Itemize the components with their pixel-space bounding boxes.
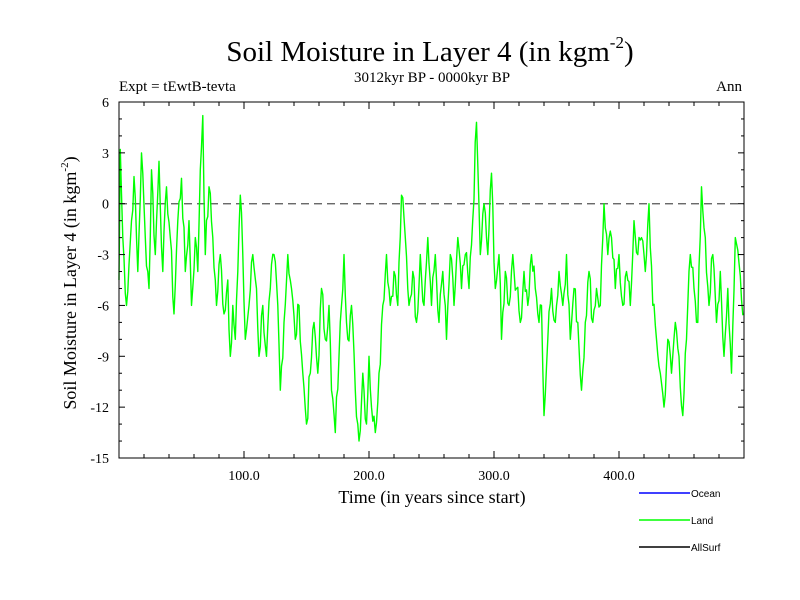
x-tick-label: 300.0: [478, 469, 510, 484]
plot-frame: [118, 101, 745, 459]
y-tick-label: 0: [102, 198, 109, 213]
chart-title-text: Soil Moisture in Layer 4 (in kgm: [226, 36, 610, 68]
chart-title-close: ): [624, 36, 634, 68]
y-axis-label-sup: -2: [59, 162, 71, 171]
chart-title-sup: -2: [610, 33, 624, 52]
expt-label: Expt = tEwtB-tevta: [119, 79, 236, 95]
ticks-group: [119, 101, 744, 459]
y-tick-label: -3: [97, 249, 109, 264]
legend-label-allsurf: AllSurf: [691, 543, 721, 554]
legend: Ocean Land AllSurf: [639, 489, 721, 554]
y-tick-label: 3: [102, 147, 109, 162]
y-tick-labels: 6 3 0 -3 -6 -9 -12 -15: [90, 96, 109, 467]
x-axis-label: Time (in years since start): [338, 487, 525, 508]
series-line-land: [118, 114, 745, 442]
y-axis-label-close: ): [60, 156, 81, 162]
y-tick-label: 6: [102, 96, 109, 111]
y-axis-label: Soil Moisture in Layer 4 (in kgm-2): [59, 156, 81, 409]
series-group: [118, 114, 745, 442]
chart-title: Soil Moisture in Layer 4 (in kgm-2): [226, 33, 633, 68]
y-tick-label: -6: [97, 299, 109, 314]
chart-subtitle: 3012kyr BP - 0000kyr BP: [354, 70, 510, 86]
y-axis-label-text: Soil Moisture in Layer 4 (in kgm: [60, 172, 81, 410]
legend-label-land: Land: [691, 516, 713, 527]
x-tick-label: 100.0: [228, 469, 260, 484]
x-tick-label: 200.0: [353, 469, 385, 484]
x-tick-labels: 100.0 200.0 300.0 400.0: [228, 469, 635, 484]
x-tick-label: 400.0: [603, 469, 635, 484]
legend-label-ocean: Ocean: [691, 489, 720, 500]
y-tick-label: -12: [90, 401, 109, 416]
y-tick-label: -15: [90, 452, 109, 467]
season-label: Ann: [716, 79, 742, 95]
y-tick-label: -9: [97, 350, 109, 365]
